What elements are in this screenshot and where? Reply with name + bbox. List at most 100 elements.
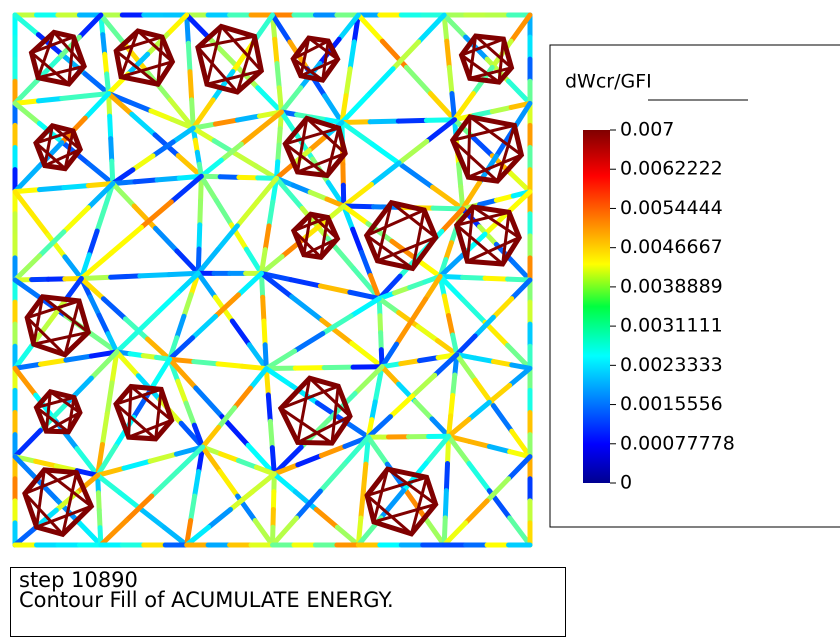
mesh-edge: [381, 333, 382, 350]
mesh-edge: [15, 103, 39, 123]
mesh-edge: [320, 464, 344, 491]
mesh-edge: [135, 180, 157, 182]
mesh-edge: [97, 207, 105, 231]
mesh-edge: [89, 231, 97, 255]
mesh-edge: [112, 161, 113, 183]
mesh-edge: [382, 41, 406, 67]
mesh-edge: [15, 280, 40, 298]
mesh-edge: [270, 421, 272, 447]
mesh-edge: [449, 67, 452, 93]
mesh-edge: [390, 396, 412, 417]
mesh-edge: [79, 15, 100, 37]
mesh-edge: [235, 153, 256, 166]
mesh-edge: [133, 156, 153, 170]
mesh-edge: [111, 227, 141, 253]
mesh-edge: [342, 122, 372, 144]
mesh-edge: [402, 166, 432, 188]
mesh-edge: [372, 402, 375, 420]
mesh-edge: [15, 101, 38, 103]
mesh-edge: [446, 463, 447, 490]
mesh-edge: [150, 454, 176, 461]
mesh-edge: [198, 273, 215, 297]
mesh-edge: [184, 295, 191, 316]
mesh-edge: [164, 528, 186, 545]
mesh-edge: [65, 257, 82, 279]
mesh-edge: [66, 378, 91, 404]
mesh-edge: [274, 474, 295, 492]
mesh-edge: [451, 395, 453, 415]
mesh-edge: [350, 42, 354, 69]
mesh-edge: [140, 275, 169, 276]
mesh-edge: [15, 15, 38, 35]
mesh-edge: [98, 475, 120, 492]
mesh-edge: [268, 395, 270, 421]
mesh-edge: [463, 277, 485, 278]
mesh-edge: [237, 116, 259, 120]
mesh-edge: [368, 69, 394, 96]
mesh-edge: [151, 111, 172, 120]
mesh-edge: [241, 128, 261, 144]
mesh-edge: [446, 243, 452, 260]
mesh-edge: [111, 139, 112, 161]
mesh-edge: [398, 120, 426, 121]
mesh-edge: [38, 98, 61, 100]
mesh-edge: [196, 388, 222, 417]
mesh-edge: [293, 185, 310, 192]
mesh-edge: [316, 509, 337, 527]
mesh-edge: [375, 384, 378, 402]
mesh-edge: [509, 457, 530, 479]
mesh-edge: [88, 163, 112, 183]
mesh-edge: [512, 280, 530, 299]
mesh-edge: [337, 527, 358, 545]
mesh-edge: [457, 336, 475, 355]
mesh-edge: [397, 322, 412, 345]
mesh-edge: [510, 518, 530, 545]
mesh-edge: [201, 176, 216, 200]
mesh-edge: [309, 136, 325, 150]
mesh-edge: [368, 437, 387, 464]
mesh-edge: [237, 202, 257, 226]
mesh-edge: [111, 276, 140, 277]
mesh-edge: [463, 299, 485, 322]
mesh-edge: [480, 200, 497, 204]
caption-line: step 10890: [19, 570, 557, 590]
mesh-edge: [239, 177, 258, 178]
mesh-edge: [209, 509, 231, 527]
mesh-edge: [66, 356, 91, 360]
mesh-edge: [152, 359, 170, 388]
mesh-edge: [177, 251, 198, 273]
mesh-edge: [156, 228, 177, 250]
mesh-edge: [419, 358, 438, 361]
mesh-edge: [64, 208, 88, 232]
mesh-edge: [469, 402, 489, 419]
mesh-edge: [32, 213, 49, 235]
mesh-edge: [141, 202, 171, 228]
mesh-edge: [102, 414, 107, 445]
aggregate-edge: [129, 386, 131, 437]
mesh-edge: [192, 100, 194, 128]
mesh-edge: [380, 316, 381, 333]
mesh-edge: [295, 334, 323, 352]
mesh-edge: [190, 72, 192, 100]
mesh-edge: [401, 361, 420, 364]
caption-line: Contour Fill of ACUMULATE ENERGY.: [19, 590, 557, 610]
mesh-edge: [152, 472, 177, 496]
mesh-edge: [427, 120, 455, 142]
mesh-edge: [492, 107, 511, 111]
mesh-edge: [452, 94, 455, 120]
mesh: [15, 15, 530, 545]
mesh-edge: [363, 464, 366, 491]
mesh-edge: [117, 332, 137, 352]
mesh-edge: [433, 208, 463, 209]
mesh-edge: [255, 521, 272, 545]
mesh-edge: [269, 202, 273, 226]
mesh-edge: [101, 521, 126, 545]
mesh-edge: [493, 361, 511, 364]
mesh-edge: [448, 316, 452, 336]
mesh-edge: [342, 122, 370, 123]
mesh-edge: [193, 316, 216, 337]
mesh-edge: [167, 15, 187, 35]
mesh-edge: [113, 184, 134, 206]
mesh-edge: [419, 15, 445, 42]
legend-title: dWcr/GFI: [565, 71, 652, 93]
